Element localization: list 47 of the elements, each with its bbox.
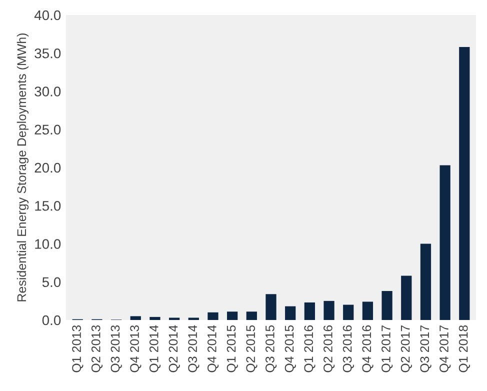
x-tick-label: Q4 2015 [284,325,296,372]
x-tick-label: Q2 2013 [91,325,103,372]
x-tick-label: Q1 2018 [458,325,470,372]
x-tick-label: Q4 2016 [362,325,374,372]
y-tick-label: 30.0 [34,86,61,96]
x-tick-label: Q2 2016 [324,325,335,372]
y-tick-label: 35.0 [34,48,61,58]
bar [324,300,334,320]
y-tick-label: 25.0 [34,124,61,135]
x-tick-label: Q3 2013 [110,325,122,372]
bar [266,294,276,320]
x-tick-label: Q3 2017 [420,325,432,372]
y-tick-label: 40.0 [34,10,61,20]
x-tick-label: Q1 2013 [72,325,84,372]
x-tick-label: Q3 2014 [188,325,200,372]
x-tick-label: Q1 2016 [304,325,316,372]
bar [362,302,374,320]
bar [401,276,412,320]
bar [343,304,354,320]
bar [440,165,450,320]
y-axis-title: Residential Energy Storage Deployments (MWh) [16,33,29,302]
x-tick-label: Q3 2015 [266,325,277,372]
bar [420,244,432,320]
x-tick-label: Q4 2014 [207,325,219,372]
y-tick-label: 0.0 [42,315,61,326]
x-tick-label: Q4 2017 [440,325,451,372]
bar [246,312,257,320]
y-tick-label: 15.0 [35,200,61,211]
x-tick-label: Q2 2017 [400,325,412,372]
bar [304,302,315,320]
y-tick-label: 10.0 [35,239,61,249]
bar [227,312,238,320]
x-tick-label: Q1 2017 [382,325,393,372]
bar [130,316,141,320]
bar [208,312,218,320]
x-tick-label: Q1 2015 [226,325,238,372]
x-tick-label: Q4 2013 [130,325,142,372]
x-tick-label: Q1 2014 [149,325,161,372]
y-tick-label: 20.0 [34,162,61,173]
x-tick-label: Q2 2014 [168,325,180,372]
bar [150,316,160,320]
bar [285,306,296,320]
bar [459,47,470,320]
x-tick-label: Q3 2016 [342,325,354,372]
y-tick-label: 5.0 [42,277,61,288]
x-tick-label: Q2 2015 [246,325,258,372]
bar [382,291,392,320]
